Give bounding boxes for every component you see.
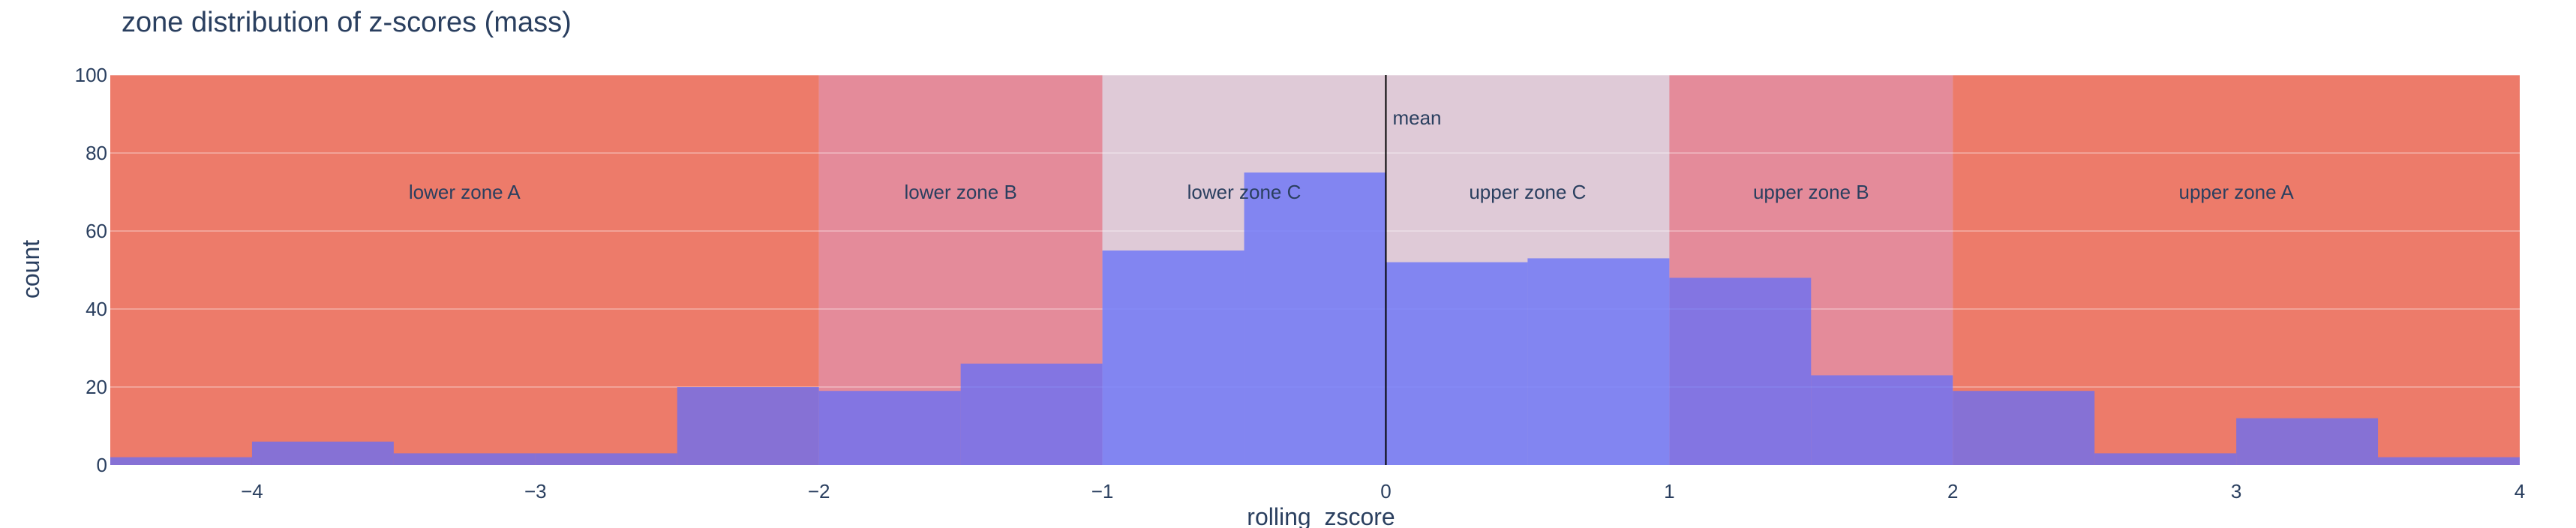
y-tick-label: 60 [86,220,107,242]
zone-labels: lower zone A lower zone B lower zone C uppe… [409,181,2294,203]
histogram-bar-13 [1811,375,1953,465]
zone-label-2: lower zone B [904,181,1016,203]
histogram-bar-12 [1669,278,1812,465]
histogram-bar-2 [251,441,394,465]
histogram-bar-4 [535,453,677,465]
y-axis-title: count [17,240,44,298]
zone-label-6: upper zone A [2179,181,2295,203]
histogram-bar-16 [2236,418,2379,465]
y-tick-label: 80 [86,142,107,164]
histogram-bar-7 [960,363,1103,465]
histogram-bars [110,172,2520,465]
histogram-bar-5 [677,387,819,465]
histogram-bar-10 [1386,262,1528,465]
histogram-bar-11 [1527,258,1670,465]
histogram-bar-3 [393,453,536,465]
histogram-bar-14 [1953,391,2095,465]
x-tick-label: 0 [1380,480,1391,502]
y-tick-label: 100 [75,64,107,86]
zone-label-1: lower zone A [409,181,521,203]
histogram-bar-15 [2094,453,2237,465]
histogram-bar-6 [818,391,961,465]
x-axis-title: rolling_zscore [1247,503,1395,528]
x-tick-label: −4 [241,480,263,502]
zone-label-4: upper zone C [1469,181,1586,203]
y-tick-label: 40 [86,298,107,320]
x-tick-label: 4 [2514,480,2525,502]
zone-label-3: lower zone C [1187,181,1302,203]
x-tick-label: 2 [1947,480,1958,502]
histogram-bar-9 [1244,172,1386,465]
y-tick-label: 20 [86,376,107,398]
y-axis-ticks: 0 20 40 60 80 100 [75,64,107,476]
chart-title: zone distribution of z-scores (mass) [122,7,572,38]
x-tick-label: 3 [2231,480,2241,502]
x-axis-ticks: −4 −3 −2 −1 0 1 2 3 4 [241,480,2525,502]
x-tick-label: −2 [808,480,830,502]
mean-marker: mean [1385,75,1442,465]
histogram-bar-1 [110,457,252,465]
histogram-bar-17 [2378,457,2520,465]
x-tick-label: −3 [524,480,547,502]
x-tick-label: 1 [1664,480,1674,502]
mean-label: mean [1392,106,1441,129]
zone-label-5: upper zone B [1753,181,1869,203]
x-tick-label: −1 [1091,480,1114,502]
y-tick-label: 0 [97,454,107,476]
histogram-bar-8 [1102,250,1244,465]
